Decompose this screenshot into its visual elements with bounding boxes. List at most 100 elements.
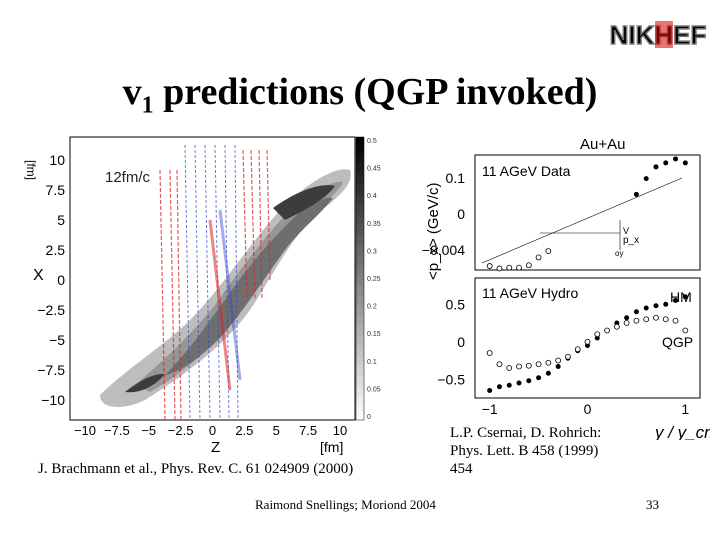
top-y-ticks: 0.1 0 −0.004 xyxy=(422,170,465,258)
slide-title: v1 predictions (QGP invoked) xyxy=(0,70,720,120)
left-y-tick-label: 10 xyxy=(49,152,65,168)
footer-text: Raimond Snellings; Moriond 2004 xyxy=(255,497,436,512)
qgp-point xyxy=(662,316,669,323)
left-x-tick-label: 10 xyxy=(333,423,347,438)
y-axis-label: X xyxy=(33,267,44,284)
hm-point xyxy=(555,364,561,369)
qgp-point xyxy=(682,327,689,334)
colorbar-ticks: 0.5 0.45 0.4 0.35 0.3 0.25 0.2 0.15 0.1 0.05 0 xyxy=(367,138,381,421)
colorbar-tick-label: 0.05 xyxy=(367,386,381,393)
left-y-tick-label: 7.5 xyxy=(46,182,66,198)
top-open-point xyxy=(535,254,542,261)
qgp-point xyxy=(613,323,620,330)
qgp-point xyxy=(672,317,679,324)
left-y-ticks: 10 7.5 5 2.5 0 −2.5 −5 −7.5 −10 xyxy=(37,152,65,408)
hm-point xyxy=(487,388,493,393)
hm-point xyxy=(506,382,512,388)
colorbar-tick-label: 0.35 xyxy=(367,221,381,228)
right-x-label: y / y_cm xyxy=(654,423,710,440)
hm-point xyxy=(526,378,532,384)
title-rest: predictions (QGP invoked) xyxy=(153,71,598,113)
right-title: Au+Au xyxy=(580,136,625,153)
time-annotation: 12fm/c xyxy=(105,169,151,186)
colorbar-tick-label: 0.25 xyxy=(367,276,381,283)
bottom-x-tick-label: −1 xyxy=(482,401,498,417)
bottom-x-ticks: −1 0 1 xyxy=(482,401,690,417)
top-anno-v: V xyxy=(623,226,629,236)
hm-point xyxy=(496,384,502,390)
left-citation: J. Brachmann et al., Phys. Rev. C. 61 02… xyxy=(38,461,354,477)
top-open-point xyxy=(525,262,532,269)
left-figure: 12fm/c 0.50.450.40.350.30.250.20.150.10.… xyxy=(24,136,381,455)
bottom-y-tick-label: 0 xyxy=(457,334,465,350)
bottom-x-tick-label: 1 xyxy=(681,401,689,417)
colorbar-tick-label: 0 xyxy=(367,414,371,421)
left-y-tick-label: 0 xyxy=(57,272,65,288)
top-series xyxy=(486,156,688,272)
top-y-tick-label: 0 xyxy=(457,206,465,222)
qgp-point xyxy=(584,338,591,345)
top-panel-label: 11 AGeV Data xyxy=(482,163,571,179)
bottom-x-tick-label: 0 xyxy=(584,401,592,417)
left-y-tick-label: −10 xyxy=(41,392,65,408)
top-open-point xyxy=(506,264,513,271)
hm-point xyxy=(516,380,522,386)
bottom-y-ticks: 0.5 0 −0.5 xyxy=(437,296,465,387)
qgp-point xyxy=(633,317,640,324)
qgp-point xyxy=(486,350,493,356)
left-y-tick-label: −5 xyxy=(49,332,65,348)
qgp-point xyxy=(516,363,522,370)
left-y-tick-label: −2.5 xyxy=(37,302,65,318)
left-y-tick-label: −7.5 xyxy=(37,362,65,378)
top-open-point xyxy=(516,264,522,271)
top-open-point xyxy=(486,263,493,269)
qgp-point xyxy=(565,353,571,360)
page-number: 33 xyxy=(646,497,659,512)
x-unit: [fm] xyxy=(320,439,343,455)
top-anno-oy: oy xyxy=(615,249,623,258)
colorbar-tick-label: 0.45 xyxy=(367,166,381,173)
qgp-point xyxy=(574,346,581,353)
hm-point xyxy=(653,303,659,309)
colorbar-tick-label: 0.3 xyxy=(367,248,377,255)
bottom-series xyxy=(486,294,689,393)
nikhef-logo: NIKHEF xyxy=(603,18,711,51)
left-plot-frame xyxy=(69,136,356,421)
left-x-tick-label: −10 xyxy=(74,423,96,438)
left-x-tick-label: −5 xyxy=(141,423,156,438)
colorbar-tick-label: 0.2 xyxy=(367,304,377,311)
hm-point xyxy=(673,298,679,303)
qgp-point xyxy=(653,314,659,321)
hm-point xyxy=(536,375,542,381)
top-open-point xyxy=(545,248,552,254)
hm-point xyxy=(624,315,630,321)
qgp-point xyxy=(545,359,552,366)
top-filled-point xyxy=(673,156,679,162)
top-filled-point xyxy=(663,160,669,166)
legend-qgp: QGP xyxy=(662,334,693,350)
top-open-point xyxy=(496,265,503,272)
title-v: v xyxy=(122,71,142,113)
left-x-tick-label: −2.5 xyxy=(168,423,194,438)
qgp-point xyxy=(623,320,630,326)
left-x-tick-label: 5 xyxy=(273,423,280,438)
hm-point xyxy=(663,301,669,307)
right-citation-line3: 454 xyxy=(450,461,473,477)
x-axis-label: Z xyxy=(211,439,220,455)
top-y-tick-label: 0.1 xyxy=(446,170,466,186)
left-x-tick-label: −7.5 xyxy=(104,423,130,438)
qgp-point xyxy=(643,316,650,323)
y-unit: [fm] xyxy=(24,160,38,180)
left-y-tick-label: 5 xyxy=(57,212,65,228)
hm-point xyxy=(682,294,688,300)
right-citation-line1: L.P. Csernai, D. Rohrich: xyxy=(450,425,602,441)
colorbar xyxy=(355,136,365,421)
top-panel-frame xyxy=(474,154,701,271)
colorbar-tick-label: 0.4 xyxy=(367,193,377,200)
right-figure: Au+Au 11 AGeV Data 0.1 0 −0.004 V p_x oy <… xyxy=(422,136,710,440)
left-x-tick-label: 0 xyxy=(209,423,216,438)
qgp-point xyxy=(525,362,532,369)
top-fit-line xyxy=(481,177,683,264)
right-y-label: <p_x> (GeV/c) xyxy=(425,182,442,280)
left-x-ticks: −10 −7.5 −5 −2.5 0 2.5 5 7.5 10 xyxy=(74,423,347,438)
